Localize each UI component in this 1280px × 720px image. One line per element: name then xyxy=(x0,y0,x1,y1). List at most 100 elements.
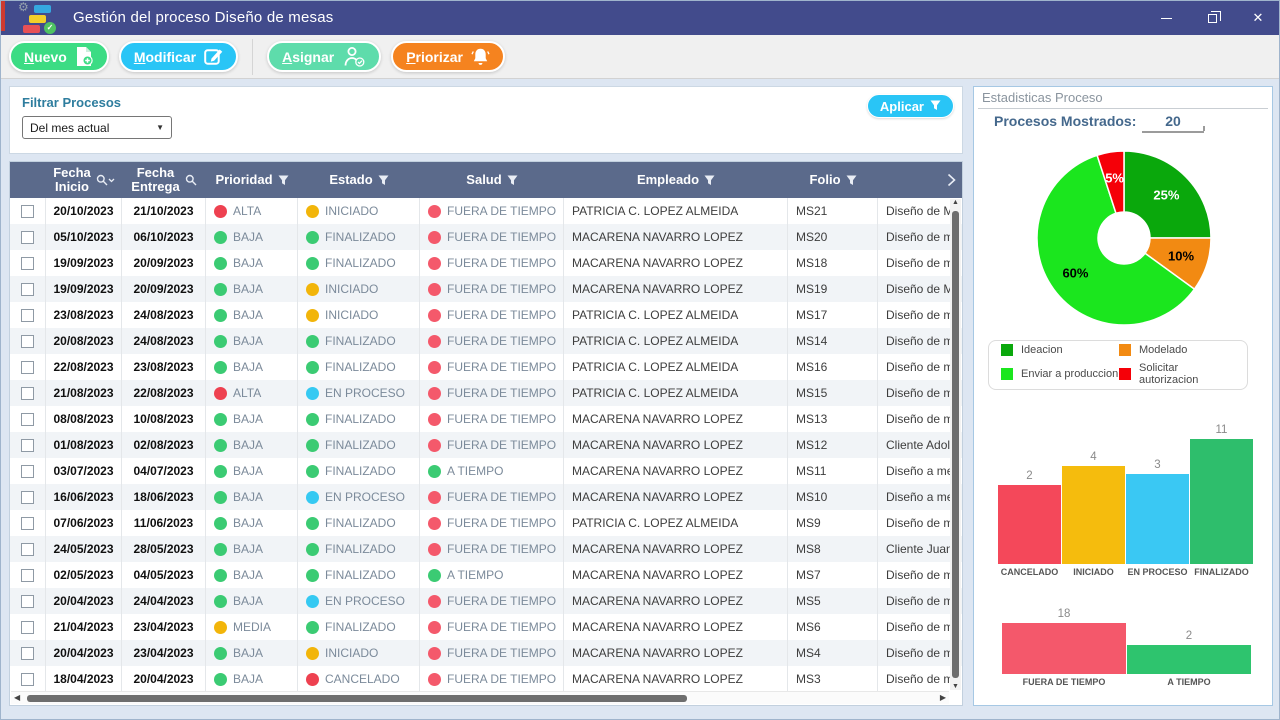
minimize-button[interactable] xyxy=(1143,1,1189,35)
row-checkbox[interactable] xyxy=(21,256,34,270)
cell-salud: FUERA DE TIEMPO xyxy=(420,406,564,432)
table-row[interactable]: 19/09/2023 20/09/2023 BAJA FINALIZADO FUERA … xyxy=(10,250,962,276)
chevron-down-icon: ▼ xyxy=(156,123,164,132)
status-dot xyxy=(214,412,227,426)
row-checkbox[interactable] xyxy=(21,204,34,218)
column-header-blank[interactable] xyxy=(878,162,962,198)
search-icon[interactable] xyxy=(185,174,197,186)
row-checkbox[interactable] xyxy=(21,386,34,400)
row-checkbox[interactable] xyxy=(21,438,34,452)
cell-descripcion: Diseño de m xyxy=(886,412,954,426)
vertical-scroll-thumb[interactable] xyxy=(952,211,959,678)
cell-folio: MS21 xyxy=(788,198,878,224)
bar-category-label: FINALIZADO xyxy=(1194,567,1249,577)
button-label: Priorizar xyxy=(406,48,464,65)
column-header-estado[interactable]: Estado xyxy=(298,162,420,198)
cell-salud: A TIEMPO xyxy=(420,458,564,484)
table-row[interactable]: 07/06/2023 11/06/2023 BAJA FINALIZADO FUERA … xyxy=(10,510,962,536)
close-button[interactable]: ✕ xyxy=(1235,1,1279,35)
cell-prioridad-label: BAJA xyxy=(233,230,264,244)
column-header-fecha-inicio[interactable]: Fecha Inicio xyxy=(46,162,122,198)
row-checkbox[interactable] xyxy=(21,412,34,426)
cell-estado-label: INICIADO xyxy=(325,282,379,296)
status-dot xyxy=(306,646,319,660)
scroll-right-arrow-icon[interactable]: ▶ xyxy=(939,693,946,702)
filter-icon[interactable] xyxy=(378,175,389,186)
column-header-prioridad[interactable]: Prioridad xyxy=(206,162,298,198)
filter-icon[interactable] xyxy=(507,175,518,186)
scroll-left-icon[interactable]: ◀ xyxy=(14,693,21,702)
priorizar-button[interactable]: Priorizar xyxy=(391,41,506,72)
column-header-blank[interactable] xyxy=(10,162,46,198)
vertical-scrollbar[interactable]: ▲ ▼ xyxy=(950,199,961,690)
cell-prioridad: BAJA xyxy=(206,354,298,380)
cell-prioridad-label: BAJA xyxy=(233,542,264,556)
cell-descripcion: Cliente Juan xyxy=(886,542,953,556)
horizontal-scrollbar[interactable]: ◀ ▶ xyxy=(11,691,949,704)
table-row[interactable]: 18/04/2023 20/04/2023 BAJA CANCELADO FUERA D… xyxy=(10,666,962,691)
table-row[interactable]: 20/10/2023 21/10/2023 ALTA INICIADO FUERA DE… xyxy=(10,198,962,224)
row-checkbox[interactable] xyxy=(21,360,34,374)
row-checkbox[interactable] xyxy=(21,490,34,504)
column-header-fecha-entrega[interactable]: Fecha Entrega xyxy=(122,162,206,198)
status-dot xyxy=(214,490,227,504)
cell-estado-label: INICIADO xyxy=(325,308,379,322)
status-dot xyxy=(306,412,319,426)
table-row[interactable]: 24/05/2023 28/05/2023 BAJA FINALIZADO FUERA … xyxy=(10,536,962,562)
chevron-right-icon[interactable] xyxy=(947,173,956,187)
table-row[interactable]: 21/08/2023 22/08/2023 ALTA EN PROCESO FUERA … xyxy=(10,380,962,406)
table-row[interactable]: 20/08/2023 24/08/2023 BAJA FINALIZADO FUERA … xyxy=(10,328,962,354)
cell-folio: MS11 xyxy=(788,458,878,484)
table-row[interactable]: 20/04/2023 24/04/2023 BAJA EN PROCESO FUERA … xyxy=(10,588,962,614)
row-checkbox[interactable] xyxy=(21,230,34,244)
row-checkbox[interactable] xyxy=(21,646,34,660)
row-checkbox[interactable] xyxy=(21,672,34,686)
row-checkbox[interactable] xyxy=(21,542,34,556)
cell-fecha-inicio: 08/08/2023 xyxy=(46,406,122,432)
table-row[interactable]: 19/09/2023 20/09/2023 BAJA INICIADO FUERA DE… xyxy=(10,276,962,302)
table-row[interactable]: 21/04/2023 23/04/2023 MEDIA FINALIZADO FUERA… xyxy=(10,614,962,640)
table-row[interactable]: 22/08/2023 23/08/2023 BAJA FINALIZADO FUERA … xyxy=(10,354,962,380)
row-checkbox[interactable] xyxy=(21,308,34,322)
row-checkbox[interactable] xyxy=(21,568,34,582)
bar-finalizado xyxy=(1190,439,1253,564)
table-row[interactable]: 01/08/2023 02/08/2023 BAJA FINALIZADO FUERA … xyxy=(10,432,962,458)
column-header-empleado[interactable]: Empleado xyxy=(564,162,788,198)
column-header-salud[interactable]: Salud xyxy=(420,162,564,198)
table-row[interactable]: 08/08/2023 10/08/2023 BAJA FINALIZADO FUERA … xyxy=(10,406,962,432)
row-checkbox[interactable] xyxy=(21,594,34,608)
horizontal-scroll-thumb[interactable] xyxy=(27,695,687,702)
table-row[interactable]: 03/07/2023 04/07/2023 BAJA FINALIZADO A TIEM… xyxy=(10,458,962,484)
filter-icon[interactable] xyxy=(278,175,289,186)
restore-button[interactable] xyxy=(1189,1,1235,35)
column-label: Salud xyxy=(466,172,502,188)
row-checkbox[interactable] xyxy=(21,282,34,296)
row-checkbox[interactable] xyxy=(21,464,34,478)
filter-icon[interactable] xyxy=(704,175,715,186)
nuevo-button[interactable]: Nuevo xyxy=(9,41,109,72)
search-caret-icon[interactable] xyxy=(96,174,115,186)
table-row[interactable]: 20/04/2023 23/04/2023 BAJA INICIADO FUERA DE… xyxy=(10,640,962,666)
row-checkbox[interactable] xyxy=(21,334,34,348)
table-row[interactable]: 16/06/2023 18/06/2023 BAJA EN PROCESO FUERA … xyxy=(10,484,962,510)
table-row[interactable]: 02/05/2023 04/05/2023 BAJA FINALIZADO A TIEM… xyxy=(10,562,962,588)
modificar-button[interactable]: Modificar xyxy=(118,41,239,72)
column-header-folio[interactable]: Folio xyxy=(788,162,878,198)
cell-prioridad-label: BAJA xyxy=(233,594,264,608)
asignar-button[interactable]: Asignar xyxy=(267,41,382,72)
cell-prioridad: ALTA xyxy=(206,380,298,406)
status-dot xyxy=(428,672,441,686)
cell-folio: MS3 xyxy=(788,666,878,691)
status-dot xyxy=(306,256,319,270)
scroll-up-icon[interactable]: ▲ xyxy=(952,199,959,206)
row-checkbox[interactable] xyxy=(21,620,34,634)
filter-dropdown[interactable]: Del mes actual ▼ xyxy=(22,116,172,139)
table-row[interactable]: 23/08/2023 24/08/2023 BAJA INICIADO FUERA DE… xyxy=(10,302,962,328)
cell-fecha-inicio: 19/09/2023 xyxy=(46,250,122,276)
table-row[interactable]: 05/10/2023 06/10/2023 BAJA FINALIZADO FUERA … xyxy=(10,224,962,250)
scroll-down-icon[interactable]: ▼ xyxy=(952,683,959,690)
apply-button[interactable]: Aplicar xyxy=(866,94,954,118)
filter-icon[interactable] xyxy=(846,175,857,186)
cell-estado-label: FINALIZADO xyxy=(325,542,396,556)
row-checkbox[interactable] xyxy=(21,516,34,530)
